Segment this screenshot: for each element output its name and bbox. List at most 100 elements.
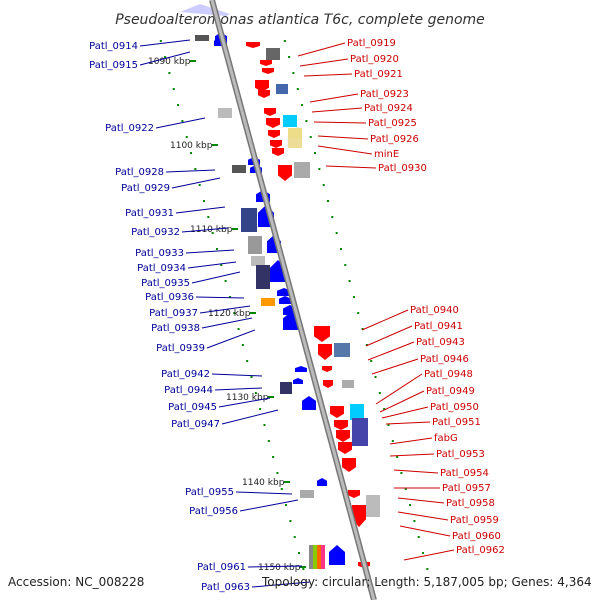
scale-label: 1100 kbp <box>170 141 213 151</box>
reverse-gene-label-patl-0919[interactable]: Patl_0919 <box>347 38 396 49</box>
ring-tick <box>283 40 286 42</box>
ring-tick <box>302 568 305 570</box>
reverse-gene-label-patl-0954[interactable]: Patl_0954 <box>440 468 489 479</box>
reverse-gene-label-patl-0924[interactable]: Patl_0924 <box>364 103 413 114</box>
reverse-gene-label-patl-0950[interactable]: Patl_0950 <box>430 402 479 413</box>
ring-tick <box>259 408 262 410</box>
reverse-gene-label-patl-0948[interactable]: Patl_0948 <box>424 369 473 380</box>
forward-gene-label-patl-0932[interactable]: Patl_0932 <box>131 227 180 238</box>
forward-gene-label-patl-0956[interactable]: Patl_0956 <box>189 506 238 517</box>
reverse-gene-label-patl-0960[interactable]: Patl_0960 <box>452 531 501 542</box>
forward-gene-label-patl-0955[interactable]: Patl_0955 <box>185 487 234 498</box>
ring-tick <box>181 120 184 122</box>
forward-gene-label-patl-0936[interactable]: Patl_0936 <box>145 292 194 303</box>
ring-tick <box>288 56 291 58</box>
forward-gene-label-patl-0939[interactable]: Patl_0939 <box>156 343 205 354</box>
forward-gene-label-patl-0961[interactable]: Patl_0961 <box>197 562 246 573</box>
forward-gene-arrow <box>329 545 345 565</box>
reverse-gene-label-patl-0951[interactable]: Patl_0951 <box>432 417 481 428</box>
ring-tick <box>400 472 403 474</box>
feature-block <box>317 545 321 569</box>
reverse-gene-label-fabg[interactable]: fabG <box>434 433 458 444</box>
scale-labels: 1090 kbp 1100 kbp 1110 kbp 1120 kbp 1130 kbp… <box>148 57 306 573</box>
forward-label-leader <box>221 409 279 425</box>
reverse-gene-label-patl-0930[interactable]: Patl_0930 <box>378 163 427 174</box>
reverse-gene-arrow <box>278 165 292 181</box>
reverse-gene-label-patl-0943[interactable]: Patl_0943 <box>416 337 465 348</box>
forward-label-leader <box>175 206 226 214</box>
ring-tick <box>250 376 253 378</box>
reverse-label-leader <box>311 107 363 113</box>
ring-tick <box>211 232 214 234</box>
reverse-gene-arrow <box>255 80 269 92</box>
forward-gene-label-patl-0937[interactable]: Patl_0937 <box>149 308 198 319</box>
ring-tick <box>404 488 407 490</box>
forward-gene-label-patl-0914[interactable]: Patl_0914 <box>89 41 138 52</box>
feature-block <box>342 380 354 388</box>
feature-block <box>288 128 302 138</box>
reverse-gene-label-patl-0949[interactable]: Patl_0949 <box>426 386 475 397</box>
reverse-gene-label-mine[interactable]: minE <box>374 149 399 160</box>
forward-gene-label-patl-0947[interactable]: Patl_0947 <box>171 419 220 430</box>
ring-tick <box>177 104 180 106</box>
reverse-gene-label-patl-0957[interactable]: Patl_0957 <box>442 483 491 494</box>
forward-gene-label-patl-0944[interactable]: Patl_0944 <box>164 385 213 396</box>
reverse-label-leader <box>325 165 377 169</box>
forward-gene-label-patl-0933[interactable]: Patl_0933 <box>135 248 184 259</box>
ring-tick <box>185 136 188 138</box>
ring-tick <box>309 136 312 138</box>
reverse-gene-arrow <box>334 420 348 430</box>
reverse-gene-label-patl-0925[interactable]: Patl_0925 <box>368 118 417 129</box>
reverse-gene-arrow <box>336 430 350 442</box>
ring-tick <box>296 88 299 90</box>
forward-gene-label-patl-0945[interactable]: Patl_0945 <box>168 402 217 413</box>
forward-gene-label-patl-0929[interactable]: Patl_0929 <box>121 183 170 194</box>
reverse-label-leader <box>317 135 369 140</box>
feature-block <box>283 115 297 127</box>
ring-tick <box>361 328 364 330</box>
ring-tick <box>374 376 377 378</box>
forward-gene-label-patl-0942[interactable]: Patl_0942 <box>161 369 210 380</box>
genome-backbone <box>209 0 377 600</box>
ring-tick <box>314 152 317 154</box>
feature-block <box>218 108 232 118</box>
forward-gene-label-patl-0963[interactable]: Patl_0963 <box>201 582 250 593</box>
reverse-gene-label-patl-0946[interactable]: Patl_0946 <box>420 354 469 365</box>
reverse-gene-label-patl-0923[interactable]: Patl_0923 <box>360 89 409 100</box>
scale-tick <box>212 144 218 146</box>
forward-gene-label-patl-0931[interactable]: Patl_0931 <box>125 208 174 219</box>
ring-tick <box>246 360 249 362</box>
reverse-gene-label-patl-0926[interactable]: Patl_0926 <box>370 134 419 145</box>
feature-block <box>321 545 325 569</box>
forward-gene-label-patl-0928[interactable]: Patl_0928 <box>115 167 164 178</box>
ring-tick <box>417 536 420 538</box>
ring-tick <box>280 488 283 490</box>
feature-block <box>248 236 262 254</box>
reverse-gene-arrow <box>266 118 280 128</box>
forward-label-leader <box>199 305 251 314</box>
reverse-gene-label-patl-0959[interactable]: Patl_0959 <box>450 515 499 526</box>
forward-gene-labels: Patl_0914 Patl_0915 Patl_0922 Patl_0928 Patl… <box>89 39 311 593</box>
forward-label-leader <box>191 271 241 284</box>
reverse-gene-label-patl-0941[interactable]: Patl_0941 <box>414 321 463 332</box>
reverse-gene-label-patl-0962[interactable]: Patl_0962 <box>456 545 505 556</box>
reverse-label-leader <box>309 93 359 103</box>
reverse-label-leader <box>397 497 445 504</box>
reverse-gene-label-patl-0958[interactable]: Patl_0958 <box>446 498 495 509</box>
reverse-gene-label-patl-0953[interactable]: Patl_0953 <box>436 449 485 460</box>
forward-gene-label-patl-0938[interactable]: Patl_0938 <box>151 323 200 334</box>
ring-tick <box>292 72 295 74</box>
reverse-gene-label-patl-0940[interactable]: Patl_0940 <box>410 305 459 316</box>
reverse-gene-label-patl-0921[interactable]: Patl_0921 <box>354 69 403 80</box>
reverse-gene-label-patl-0920[interactable]: Patl_0920 <box>350 54 399 65</box>
reverse-gene-arrow <box>318 344 332 360</box>
feature-block <box>195 35 209 41</box>
forward-gene-label-patl-0934[interactable]: Patl_0934 <box>137 263 186 274</box>
forward-gene-label-patl-0915[interactable]: Patl_0915 <box>89 60 138 71</box>
ring-tick <box>413 520 416 522</box>
forward-gene-label-patl-0922[interactable]: Patl_0922 <box>105 123 154 134</box>
ring-tick <box>378 392 381 394</box>
scale-tick <box>232 228 238 230</box>
forward-gene-label-patl-0935[interactable]: Patl_0935 <box>141 278 190 289</box>
